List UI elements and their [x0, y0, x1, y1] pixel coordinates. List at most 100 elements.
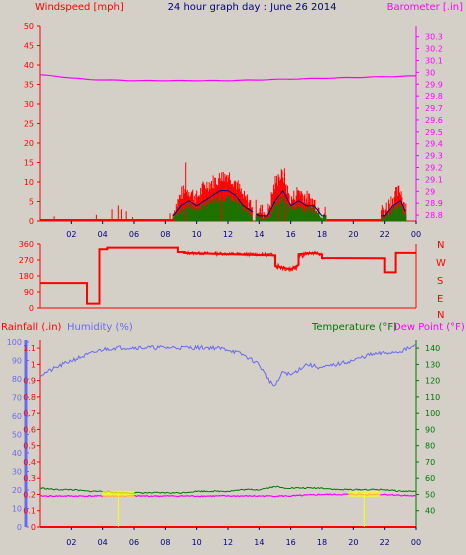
barometer-tick-label: 30 — [425, 68, 435, 77]
wind-average-line — [172, 189, 406, 217]
time-tick-label: 10 — [192, 538, 202, 547]
time-tick-label: 00 — [411, 230, 421, 239]
barometer-tick-label: 29.6 — [425, 116, 443, 125]
direction-tick-label: 90 — [24, 288, 34, 297]
rain-tick-label: 0.2 — [23, 490, 36, 499]
time-tick-label: 12 — [223, 538, 233, 547]
temperature-tick-label: 80 — [425, 442, 435, 451]
wind-tick-label: 50 — [24, 22, 34, 31]
rain-tick-label: 0.1 — [23, 507, 36, 516]
wind-tick-label: 45 — [24, 42, 34, 51]
barometer-tick-label: 29.5 — [425, 128, 443, 137]
wind-tick-label: 25 — [24, 120, 34, 129]
time-tick-label: 00 — [411, 538, 421, 547]
temperature-tick-label: 50 — [425, 490, 435, 499]
compass-label-w: W — [436, 258, 446, 269]
barometer-tick-label: 29.7 — [425, 104, 443, 113]
time-tick-label: 02 — [66, 230, 76, 239]
time-tick-label: 18 — [317, 538, 327, 547]
barometer-tick-label: 29.3 — [425, 152, 443, 161]
dewpoint-axis-label: Dew Point (°F) — [393, 322, 465, 333]
temperature-axis-label: Temperature (°F) — [311, 322, 397, 333]
wind-tick-label: 15 — [24, 159, 34, 168]
humidity-tick-label: 20 — [12, 486, 22, 495]
time-tick-label: 06 — [129, 230, 139, 239]
humidity-tick-label: 70 — [12, 394, 22, 403]
barometer-tick-label: 29.2 — [425, 163, 443, 172]
temperature-tick-label: 40 — [425, 507, 435, 516]
compass-label-n-bottom: N — [437, 310, 444, 321]
rain-tick-label: 0 — [31, 523, 36, 532]
wind-tick-label: 10 — [24, 178, 34, 187]
barometer-tick-label: 29.4 — [425, 140, 443, 149]
rain-tick-label: 1.1 — [23, 344, 36, 353]
rain-tick-label: 0.6 — [23, 425, 36, 434]
temperature-tick-label: 90 — [425, 425, 435, 434]
time-tick-label: 18 — [317, 230, 327, 239]
time-tick-label: 02 — [66, 538, 76, 547]
temperature-tick-label: 70 — [425, 458, 435, 467]
humidity-line — [39, 344, 417, 387]
barometer-axis-label: Barometer [.in] — [387, 2, 463, 13]
rain-tick-label: 0.3 — [23, 474, 36, 483]
humidity-tick-label: 50 — [12, 431, 22, 440]
time-tick-label: 10 — [192, 230, 202, 239]
direction-tick-label: 270 — [19, 256, 34, 265]
time-tick-label: 14 — [254, 538, 264, 547]
rain-tick-label: 0.7 — [23, 409, 36, 418]
barometer-tick-label: 29.1 — [425, 175, 443, 184]
wind-tick-label: 30 — [24, 100, 34, 109]
barometer-tick-label: 30.2 — [425, 45, 443, 54]
humidity-tick-label: 90 — [12, 357, 22, 366]
barometer-tick-label: 28.9 — [425, 199, 443, 208]
wind-axis-label: Windspeed [mph] — [35, 2, 124, 13]
wind-tick-label: 35 — [24, 81, 34, 90]
barometer-tick-label: 30.1 — [425, 56, 443, 65]
wind-tick-label: 40 — [24, 61, 34, 70]
direction-tick-label: 0 — [29, 304, 34, 313]
barometer-line — [39, 74, 417, 82]
humidity-tick-label: 100 — [7, 338, 22, 347]
wind-direction-line — [40, 246, 416, 305]
wind-direction-detail — [183, 250, 324, 273]
rain-tick-label: 1 — [31, 360, 36, 369]
temperature-tick-label: 120 — [425, 377, 440, 386]
rain-tick-label: 0.5 — [23, 442, 36, 451]
humidity-axis-label: Humidity (%) — [67, 322, 133, 333]
time-tick-label: 04 — [98, 538, 108, 547]
time-tick-label: 16 — [286, 538, 296, 547]
temperature-tick-label: 110 — [425, 393, 440, 402]
time-tick-label: 20 — [348, 230, 358, 239]
wind-tick-label: 0 — [29, 217, 34, 226]
humidity-tick-label: 40 — [12, 449, 22, 458]
time-tick-label: 14 — [254, 230, 264, 239]
temperature-tick-label: 140 — [425, 344, 440, 353]
wind-tick-label: 20 — [24, 139, 34, 148]
time-tick-label: 08 — [160, 230, 170, 239]
compass-label-s: S — [437, 276, 443, 287]
time-tick-label: 06 — [129, 538, 139, 547]
wind-tick-label: 5 — [29, 198, 34, 207]
rain-tick-label: 0.4 — [23, 458, 36, 467]
humidity-tick-label: 10 — [12, 505, 22, 514]
chart-title: 24 hour graph day : June 26 2014 — [168, 2, 337, 13]
compass-label-e: E — [437, 294, 443, 305]
time-tick-label: 04 — [98, 230, 108, 239]
rain-axis-label: Rainfall (.in) — [1, 322, 62, 333]
time-tick-label: 20 — [348, 538, 358, 547]
barometer-tick-label: 30.3 — [425, 33, 443, 42]
humidity-tick-label: 30 — [12, 468, 22, 477]
time-tick-label: 22 — [380, 538, 390, 547]
humidity-tick-label: 80 — [12, 375, 22, 384]
direction-tick-label: 360 — [19, 240, 34, 249]
compass-label-n-top: N — [437, 240, 444, 251]
time-tick-label: 16 — [286, 230, 296, 239]
barometer-tick-label: 29.8 — [425, 92, 443, 101]
temperature-tick-label: 100 — [425, 409, 440, 418]
direction-tick-label: 180 — [19, 272, 34, 281]
temperature-tick-label: 60 — [425, 474, 435, 483]
humidity-tick-label: 60 — [12, 412, 22, 421]
barometer-tick-label: 29.9 — [425, 80, 443, 89]
barometer-tick-label: 28.8 — [425, 211, 443, 220]
